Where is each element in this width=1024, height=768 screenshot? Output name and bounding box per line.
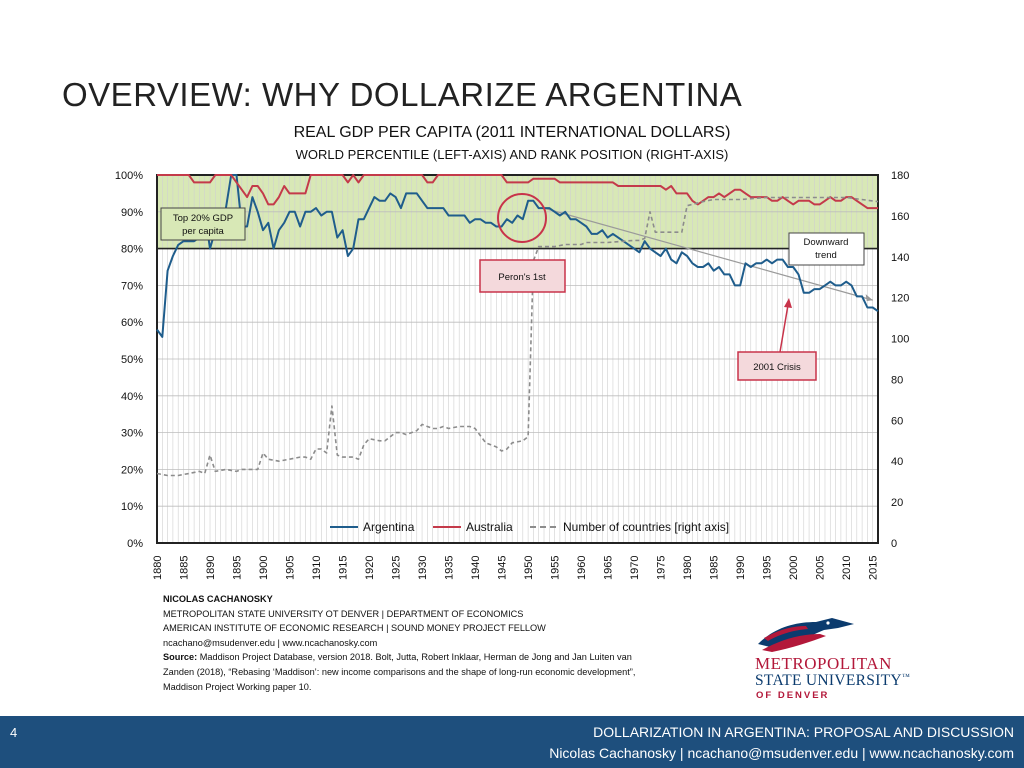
x-tick-label: 2010 <box>841 556 853 580</box>
y-left-tick-label: 10% <box>121 501 143 513</box>
y-right-tick-label: 120 <box>891 293 909 305</box>
x-tick-label: 2015 <box>868 556 880 580</box>
x-tick-label: 1950 <box>523 556 535 580</box>
peron-highlight-circle <box>497 193 547 243</box>
logo-text-1: METROPOLITAN <box>755 654 892 673</box>
x-tick-label: 1915 <box>338 556 350 580</box>
author-affiliation-2: AMERICAN INSTITUTE OF ECONOMIC RESEARCH … <box>163 623 546 634</box>
annotation-trend-text: Downward <box>804 237 849 248</box>
annotation-trend-box <box>788 232 865 266</box>
x-tick-label: 1880 <box>152 556 164 580</box>
annotation-peron-text: Peron's 1st <box>498 272 546 283</box>
msu-denver-logo: METROPOLITAN STATE UNIVERSITY™ OF DENVER <box>752 614 982 704</box>
y-left-tick-label: 100% <box>115 170 143 182</box>
x-tick-label: 2005 <box>815 556 827 580</box>
chart-subtitle: WORLD PERCENTILE (LEFT-AXIS) AND RANK PO… <box>295 147 729 162</box>
footer-title: DOLLARIZATION IN ARGENTINA: PROPOSAL AND… <box>593 724 1014 740</box>
crisis-arrow-line <box>779 304 789 353</box>
x-tick-label: 1970 <box>629 556 641 580</box>
x-tick-label: 1960 <box>576 556 588 580</box>
series-line-number-of-countries-right-axis <box>156 196 879 477</box>
x-tick-label: 1920 <box>364 556 376 580</box>
x-tick-label: 1935 <box>444 556 456 580</box>
x-tick-label: 1890 <box>205 556 217 580</box>
source-label: Source: <box>163 652 198 663</box>
y-left-tick-label: 40% <box>121 391 143 403</box>
logo-text-2: STATE UNIVERSITY™ <box>755 672 911 689</box>
y-right-tick-label: 100 <box>891 334 909 346</box>
slide-title: OVERVIEW: WHY DOLLARIZE ARGENTINA <box>62 76 743 113</box>
x-tick-label: 1885 <box>179 556 191 580</box>
x-tick-label: 1990 <box>735 556 747 580</box>
y-left-tick-label: 70% <box>121 280 143 292</box>
annotation-crisis-box <box>737 351 817 381</box>
logo-text-3: OF DENVER <box>756 690 830 701</box>
chart-title: REAL GDP PER CAPITA (2011 INTERNATIONAL … <box>293 124 731 141</box>
footer-bar: 4 DOLLARIZATION IN ARGENTINA: PROPOSAL A… <box>0 716 1024 768</box>
trend-arrow-head <box>865 294 873 302</box>
y-left-tick-label: 60% <box>121 317 143 329</box>
y-right-tick-label: 40 <box>891 456 903 468</box>
y-right-tick-label: 20 <box>891 497 903 509</box>
x-tick-label: 2000 <box>788 556 800 580</box>
annotation-top20-box <box>160 207 246 241</box>
y-left-tick-label: 20% <box>121 464 143 476</box>
x-tick-label: 1945 <box>497 556 509 580</box>
author-name: NICOLAS CACHANOSKY <box>163 594 273 604</box>
crisis-arrow-head <box>784 298 792 308</box>
annotation-peron-box <box>479 259 566 293</box>
author-affiliation-1: METROPOLITAN STATE UNIVERSITY OT DENVER … <box>163 608 524 619</box>
plot-frame <box>156 174 879 544</box>
y-left-tick-label: 50% <box>121 354 143 366</box>
source-text-1: Maddison Project Database, version 2018.… <box>197 652 632 663</box>
y-left-tick-label: 30% <box>121 428 143 440</box>
y-right-tick-label: 180 <box>891 170 909 182</box>
y-left-tick-label: 0% <box>127 538 143 550</box>
series-line-australia <box>157 174 878 210</box>
x-tick-label: 1895 <box>232 556 244 580</box>
x-tick-label: 1930 <box>417 556 429 580</box>
x-tick-label: 1910 <box>311 556 323 580</box>
x-tick-label: 1900 <box>258 556 270 580</box>
downward-trend-line <box>543 207 873 301</box>
annotation-crisis-text: 2001 Crisis <box>753 362 801 373</box>
page-number: 4 <box>10 725 18 740</box>
legend-label-argentina: Argentina <box>363 520 415 534</box>
author-contact: ncachano@msudenver.edu | www.ncachanosky… <box>163 637 378 648</box>
legend-label-number-of-countries-right-axis: Number of countries [right axis] <box>563 520 729 534</box>
gdp-percentile-chart: 0% 10% 20% 30% 40% 50% 60% 70% 80% 90% 100% 0 20 40 60… <box>115 170 910 580</box>
source-text-2: Zanden (2018), “Rebasing ‘Maddison’: new… <box>163 666 636 677</box>
x-tick-label: 1980 <box>682 556 694 580</box>
author-block: NICOLAS CACHANOSKY METROPOLITAN STATE UN… <box>163 592 738 694</box>
x-tick-label: 1955 <box>550 556 562 580</box>
x-tick-label: 1925 <box>391 556 403 580</box>
series-line-argentina <box>156 174 879 338</box>
x-tick-label: 1965 <box>603 556 615 580</box>
x-tick-label: 1940 <box>470 556 482 580</box>
logo-tm: ™ <box>901 672 911 681</box>
y-left-tick-label: 90% <box>121 207 143 219</box>
annotation-top20-text: per capita <box>182 226 224 237</box>
y-right-tick-label: 80 <box>891 374 903 386</box>
annotation-top20-text: Top 20% GDP <box>173 213 233 224</box>
roadrunner-icon <box>758 618 854 652</box>
x-tick-label: 1985 <box>709 556 721 580</box>
footer-author: Nicolas Cachanosky | ncachano@msudenver.… <box>549 745 1014 761</box>
x-tick-label: 1905 <box>285 556 297 580</box>
y-right-tick-label: 0 <box>891 538 897 550</box>
y-right-tick-label: 140 <box>891 252 909 264</box>
x-tick-label: 1995 <box>762 556 774 580</box>
y-left-tick-label: 80% <box>121 244 143 256</box>
annotation-trend-text: trend <box>815 250 837 261</box>
legend-label-australia: Australia <box>466 520 513 534</box>
y-right-tick-label: 60 <box>891 415 903 427</box>
source-text-3: Maddison Project Working paper 10. <box>163 681 312 692</box>
y-right-tick-label: 160 <box>891 211 909 223</box>
x-tick-label: 1975 <box>656 556 668 580</box>
